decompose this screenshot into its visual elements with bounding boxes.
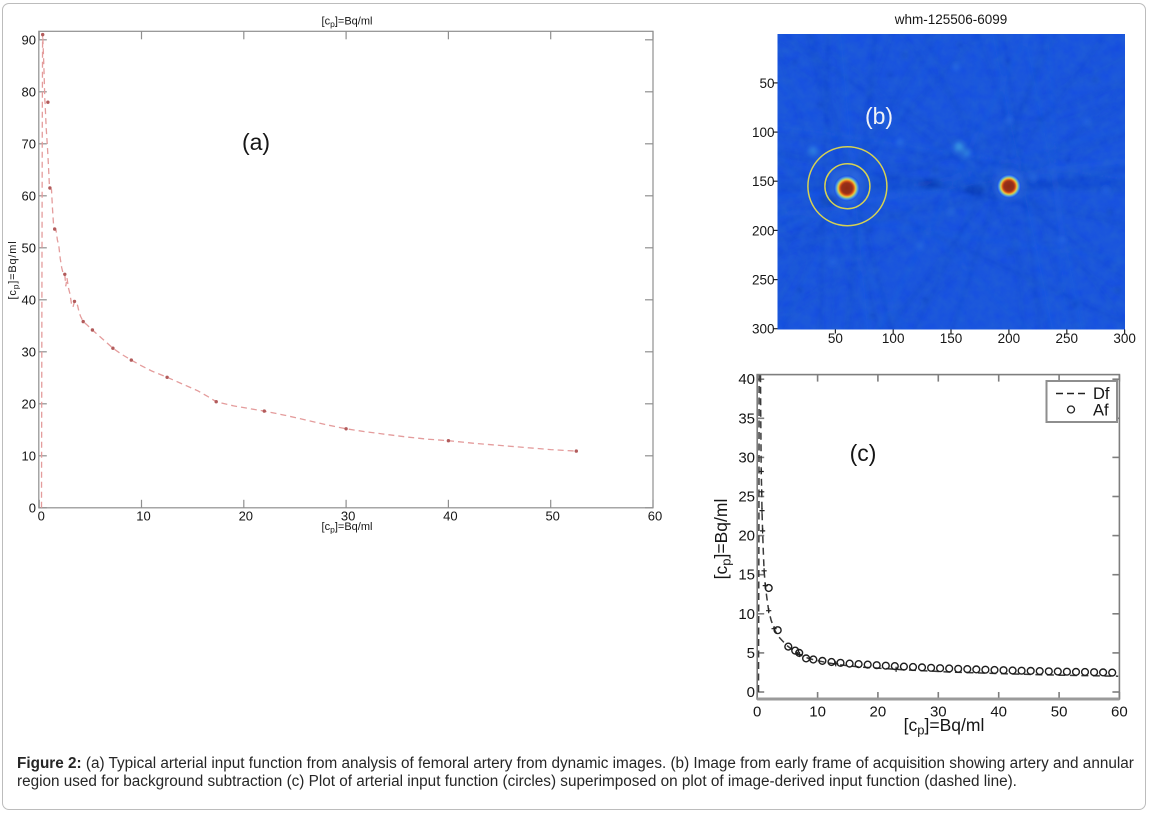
- svg-text:(b): (b): [865, 103, 893, 129]
- svg-text:20: 20: [239, 509, 253, 524]
- svg-text:300: 300: [752, 322, 775, 337]
- svg-text:0: 0: [29, 500, 36, 515]
- svg-text:90: 90: [22, 32, 36, 47]
- svg-text:50: 50: [545, 509, 559, 524]
- svg-text:10: 10: [136, 509, 150, 524]
- svg-text:30: 30: [22, 344, 36, 359]
- svg-text:150: 150: [752, 174, 775, 189]
- svg-text:[cp]=Bq/ml: [cp]=Bq/ml: [322, 521, 373, 535]
- svg-text:300: 300: [1113, 331, 1136, 346]
- svg-text:100: 100: [882, 331, 905, 346]
- svg-text:100: 100: [752, 125, 775, 140]
- svg-text:20: 20: [22, 396, 36, 411]
- svg-text:200: 200: [998, 331, 1021, 346]
- svg-text:Af: Af: [1093, 402, 1109, 420]
- svg-text:10: 10: [22, 448, 36, 463]
- svg-text:40: 40: [990, 704, 1007, 721]
- svg-text:50: 50: [828, 331, 843, 346]
- svg-text:25: 25: [738, 489, 755, 506]
- svg-text:250: 250: [752, 273, 775, 288]
- svg-text:20: 20: [870, 704, 887, 721]
- svg-text:10: 10: [809, 704, 826, 721]
- svg-text:10: 10: [738, 606, 755, 623]
- svg-text:30: 30: [930, 704, 947, 721]
- svg-text:70: 70: [22, 136, 36, 151]
- svg-text:(a): (a): [242, 129, 270, 155]
- svg-text:30: 30: [738, 449, 755, 466]
- svg-text:(c): (c): [850, 440, 877, 466]
- svg-text:0: 0: [38, 509, 45, 524]
- svg-text:40: 40: [22, 292, 36, 307]
- svg-text:50: 50: [22, 240, 36, 255]
- svg-text:20: 20: [738, 528, 755, 545]
- svg-text:40: 40: [443, 509, 457, 524]
- svg-text:50: 50: [1051, 704, 1068, 721]
- svg-text:200: 200: [752, 223, 775, 238]
- svg-text:60: 60: [1111, 704, 1128, 721]
- svg-text:whm-125506-6099: whm-125506-6099: [894, 12, 1008, 27]
- svg-text:30: 30: [341, 509, 355, 524]
- svg-text:Df: Df: [1093, 385, 1110, 403]
- svg-text:0: 0: [747, 684, 755, 701]
- svg-text:35: 35: [738, 410, 755, 427]
- svg-text:[cp]=Bq/ml: [cp]=Bq/ml: [7, 241, 21, 300]
- svg-text:[cp]=Bq/ml: [cp]=Bq/ml: [904, 715, 985, 738]
- svg-text:50: 50: [759, 76, 774, 91]
- svg-text:40: 40: [738, 371, 755, 388]
- svg-text:[cp]=Bq/ml: [cp]=Bq/ml: [322, 16, 373, 30]
- svg-text:150: 150: [940, 331, 963, 346]
- svg-text:60: 60: [648, 509, 662, 524]
- svg-text:250: 250: [1056, 331, 1079, 346]
- svg-text:[cp]=Bq/ml: [cp]=Bq/ml: [711, 499, 734, 580]
- svg-text:5: 5: [747, 645, 755, 662]
- svg-text:80: 80: [22, 84, 36, 99]
- svg-text:0: 0: [753, 704, 761, 721]
- svg-text:60: 60: [22, 188, 36, 203]
- svg-text:15: 15: [738, 567, 755, 584]
